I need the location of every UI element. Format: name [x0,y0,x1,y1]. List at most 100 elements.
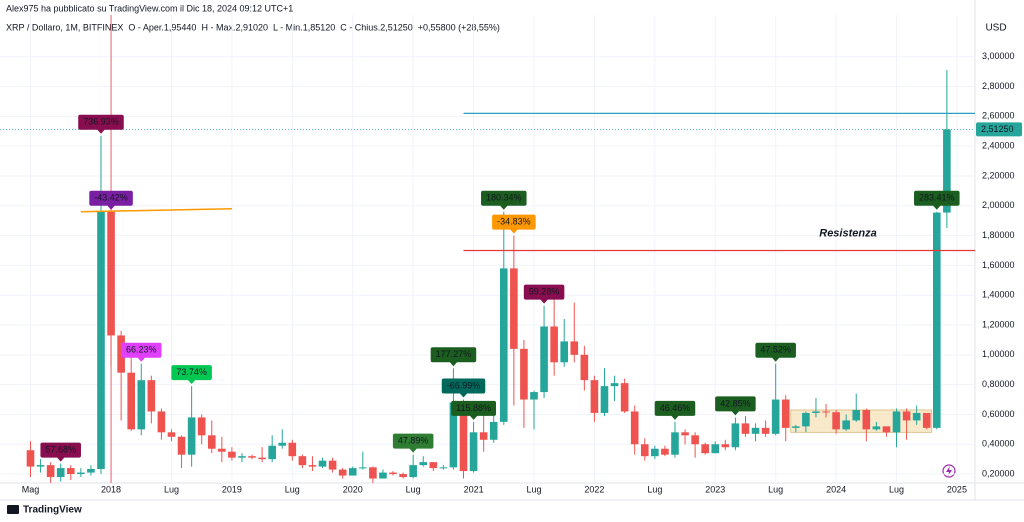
candle-body [640,444,649,457]
annotation-pointer [540,299,549,304]
candle-body [751,427,760,434]
x-tick-label: Lug [406,484,421,494]
candle-body [862,409,871,430]
y-tick-label: 1,00000 [982,349,1015,359]
x-tick-label: 2018 [101,484,121,494]
annotation-label: 66.23% [126,345,157,355]
candle-body [278,442,287,446]
candle-body [288,442,297,457]
candle-body [449,402,458,468]
annotation: -66.99% [441,378,486,398]
annotation-box [654,400,696,416]
y-tick-label: 0,40000 [982,439,1015,449]
logo-text: TradingView [23,505,82,516]
candle-body [701,444,709,454]
annotation-pointer [670,415,679,420]
x-tick-label: 2023 [705,484,725,494]
annotation-pointer [499,205,508,210]
annotation-pointer [56,457,65,462]
candle-body [379,472,387,479]
candle-body [348,468,357,476]
candle-body [520,348,528,400]
candle-body [812,411,820,413]
candle-body [570,341,579,355]
annotation-label: 736.93% [83,117,119,127]
annotation-pointer [731,410,740,416]
field-label: H - Max. [201,22,235,32]
annotation: 736.93% [78,114,124,134]
logo-icon [7,505,19,514]
annotation: 46.46% [654,400,696,420]
y-tick-label: 1,80000 [982,230,1015,240]
candle-body [661,448,669,455]
field-label: C - Chius. [340,22,380,32]
annotation: 66.23% [121,342,162,362]
candle-body [87,468,95,473]
annotation: 59.28% [523,284,565,304]
annotation-label: 57.68% [45,444,76,454]
candle-body [882,426,891,433]
candle-body [147,380,156,412]
annotation-box [451,400,497,416]
candle-body [771,399,780,434]
change: +0,55800 (+28,55%) [418,22,500,32]
symbol: XRP / Dollaro, 1M, BITFINEX [6,22,123,32]
field-label: L - Min. [273,22,303,32]
annotation-box [492,214,536,230]
candle-body [781,399,790,428]
candle-body [510,268,518,349]
candle-body [258,457,266,460]
candle-body [167,432,176,437]
y-tick-label: 2,40000 [982,141,1015,151]
candle-body [560,341,569,363]
x-tick-label: Mag [22,484,40,494]
candle-body [218,448,226,452]
x-tick-label: 2025 [947,484,967,494]
annotation-box [523,284,565,300]
annotation-pointer [187,379,196,385]
annotation-box [481,190,527,206]
y-tick-label: 2,00000 [982,200,1015,210]
last-price-badge [976,122,1022,137]
candle-body [902,411,911,421]
candle-body [822,411,830,413]
candle-body [852,409,861,421]
plot-area [0,15,975,483]
candle-body [711,444,720,454]
y-tick-label: 1,20000 [982,319,1015,329]
annotation-pointer [449,361,458,367]
candle-body [459,402,468,472]
candle-body [832,412,840,430]
alert-icon [942,464,956,478]
annotation-pointer [107,205,116,210]
annotation-box [171,365,212,381]
candle-body [802,412,810,427]
candle-body [741,423,750,434]
candle-body [389,472,397,475]
range-box [790,409,933,433]
candle-body [157,411,166,433]
candle-body [540,326,548,393]
candle-body [922,412,931,428]
y-tick-label: 0,20000 [982,468,1015,478]
candle-body [308,465,317,467]
annotation-label: -34.83% [497,216,531,226]
candle-body [479,432,488,440]
y-tick-label: 0,80000 [982,379,1015,389]
candle-body [328,460,337,470]
annotation-box [78,114,124,130]
annotation-box [715,396,756,412]
candle-body [359,467,367,469]
annotation: 73.74% [171,365,212,385]
candle-body [590,380,599,413]
candle-body [943,129,951,213]
annotation-pointer [509,229,518,234]
field-value: 2,51250 [380,22,413,32]
candle-body [671,432,679,455]
x-tick-label: Lug [526,484,541,494]
y-tick-label: 0,60000 [982,409,1015,419]
annotation-label: 283.41% [919,193,955,203]
candle-body [268,445,276,460]
x-tick-label: 2024 [826,484,846,494]
